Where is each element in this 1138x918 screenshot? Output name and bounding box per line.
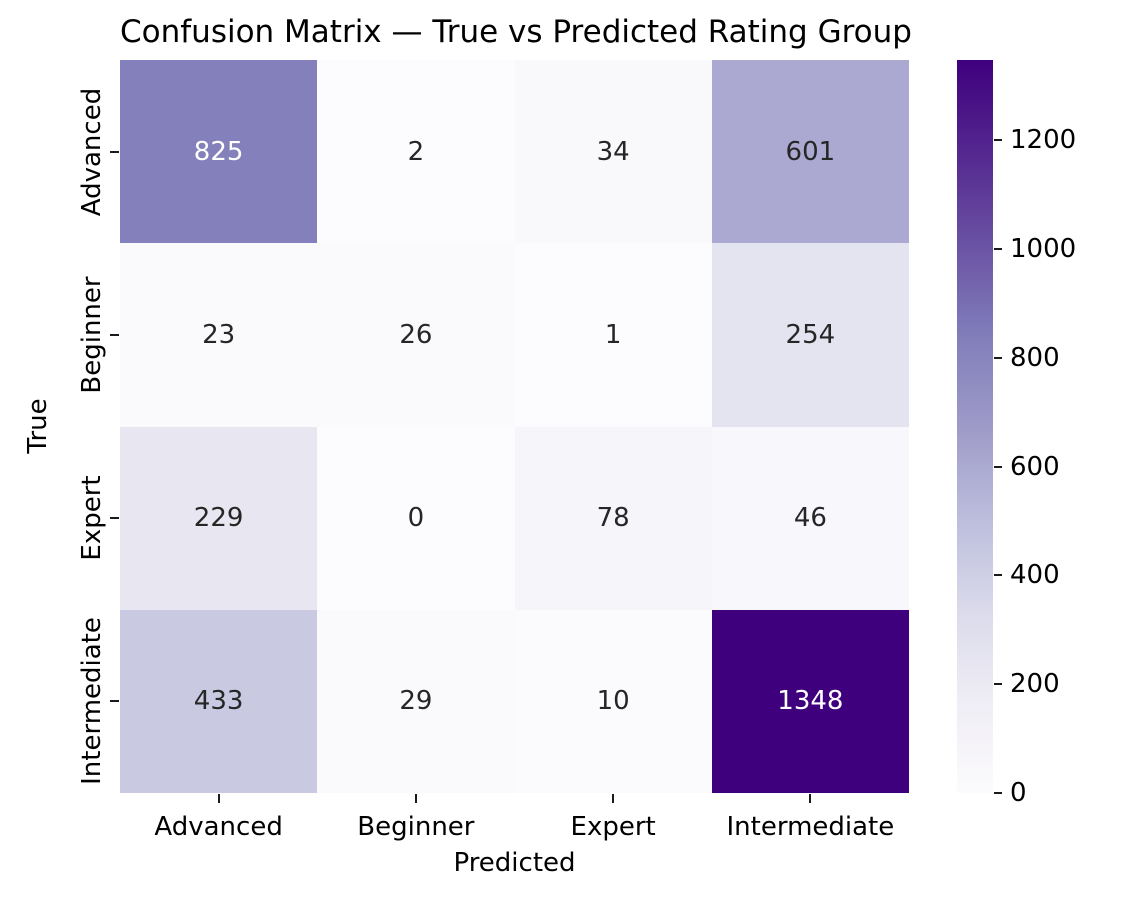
- heatmap-cell-advanced-intermediate: 601: [711, 60, 909, 244]
- y-axis-label: True: [23, 398, 53, 454]
- heatmap-cell-intermediate-intermediate: 1348: [711, 609, 909, 793]
- tick-mark: [994, 248, 1002, 251]
- cell-value: 825: [193, 136, 244, 167]
- x-tick-label-intermediate: Intermediate: [726, 812, 895, 842]
- tick-mark: [110, 150, 119, 153]
- cell-value: 46: [793, 503, 827, 534]
- colorbar-tick-label-800: 800: [1010, 342, 1060, 373]
- heatmap-cell-beginner-advanced: 23: [120, 243, 318, 427]
- cell-value: 23: [202, 319, 236, 350]
- y-tick-label-advanced: Advanced: [77, 87, 107, 216]
- tick-mark: [994, 574, 1002, 577]
- chart-title: Confusion Matrix — True vs Predicted Rat…: [120, 14, 912, 50]
- heatmap-cell-beginner-intermediate: 254: [711, 243, 909, 427]
- cell-value: 2: [407, 136, 425, 167]
- tick-mark: [994, 792, 1002, 794]
- heatmap-cell-advanced-expert: 34: [514, 60, 712, 244]
- tick-mark: [217, 794, 220, 803]
- heatmap-cell-intermediate-expert: 10: [514, 609, 712, 793]
- cell-value: 229: [193, 503, 244, 534]
- cell-value: 254: [785, 319, 836, 350]
- tick-mark: [110, 700, 119, 703]
- tick-mark: [110, 333, 119, 336]
- x-tick-label-beginner: Beginner: [357, 812, 475, 842]
- tick-mark: [612, 794, 615, 803]
- tick-mark: [110, 517, 119, 520]
- cell-value: 10: [596, 686, 630, 717]
- cell-value: 29: [399, 686, 433, 717]
- colorbar-tick-label-0: 0: [1010, 778, 1027, 808]
- colorbar-tick-label-200: 200: [1010, 669, 1060, 700]
- cell-value: 78: [596, 503, 630, 534]
- heatmap-cell-expert-intermediate: 46: [711, 426, 909, 610]
- tick-mark: [994, 683, 1002, 686]
- heatmap: 825 2 34 601 23 26 1 254 229 0 78 46 433 29 10 1348: [120, 60, 909, 793]
- cell-value: 34: [596, 136, 630, 167]
- heatmap-cell-advanced-advanced: 825: [120, 60, 318, 244]
- cell-value: 0: [407, 503, 425, 534]
- colorbar-tick-label-1200: 1200: [1010, 125, 1077, 156]
- colorbar-gradient: [957, 60, 993, 793]
- colorbar-tick-label-600: 600: [1010, 451, 1060, 482]
- tick-mark: [994, 465, 1002, 468]
- y-tick-label-expert: Expert: [77, 475, 107, 561]
- cell-value: 1: [604, 319, 622, 350]
- cell-value: 433: [193, 686, 244, 717]
- cell-value: 601: [785, 136, 836, 167]
- heatmap-cell-expert-beginner: 0: [317, 426, 515, 610]
- x-tick-label-advanced: Advanced: [154, 812, 283, 842]
- colorbar-tick-label-400: 400: [1010, 560, 1060, 591]
- tick-mark: [994, 139, 1002, 142]
- heatmap-cell-expert-expert: 78: [514, 426, 712, 610]
- x-tick-label-expert: Expert: [570, 812, 656, 842]
- heatmap-cell-beginner-expert: 1: [514, 243, 712, 427]
- heatmap-cell-advanced-beginner: 2: [317, 60, 515, 244]
- heatmap-cell-beginner-beginner: 26: [317, 243, 515, 427]
- y-tick-label-beginner: Beginner: [77, 276, 107, 394]
- x-axis-label: Predicted: [453, 848, 576, 878]
- cell-value: 1348: [777, 686, 844, 717]
- heatmap-cell-expert-advanced: 229: [120, 426, 318, 610]
- heatmap-cell-intermediate-advanced: 433: [120, 609, 318, 793]
- colorbar-tick-label-1000: 1000: [1010, 234, 1077, 265]
- heatmap-cell-intermediate-beginner: 29: [317, 609, 515, 793]
- cell-value: 26: [399, 319, 433, 350]
- y-tick-label-intermediate: Intermediate: [77, 617, 107, 786]
- tick-mark: [414, 794, 417, 803]
- tick-mark: [809, 794, 812, 803]
- tick-mark: [994, 356, 1002, 359]
